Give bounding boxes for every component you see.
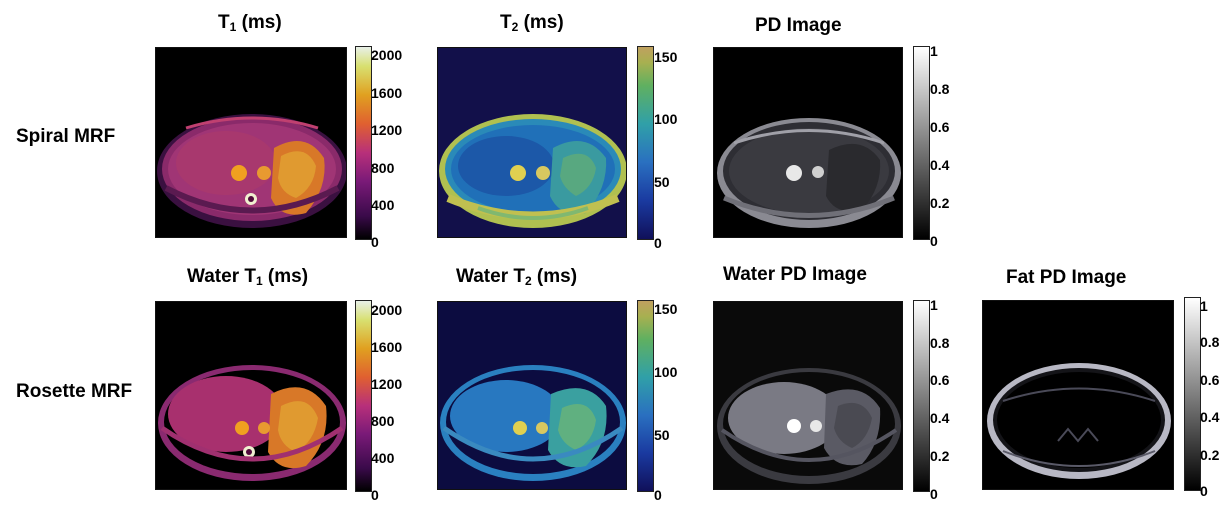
t1-tick-label: 800 (371, 413, 395, 429)
pd-tick-label: 0.4 (930, 157, 950, 173)
spiral-pd-image (713, 47, 903, 238)
pd-tick-label: 0.6 (1200, 372, 1220, 388)
spiral-t1-map (155, 47, 347, 238)
pd-tick-label: 0 (1200, 483, 1208, 499)
pd-colorbar-fat (1184, 297, 1201, 491)
t2-tick-label: 100 (654, 111, 678, 127)
t1-tick-label: 2000 (371, 302, 403, 318)
rosette-water-t1-map (155, 301, 347, 490)
pd-tick-label: 0 (930, 486, 938, 502)
t2-tick-label: 0 (654, 487, 662, 503)
rosette-water-pd-image (713, 301, 903, 490)
title-t2: T2 (ms) (500, 12, 564, 34)
pd-tick-label: 0.8 (930, 81, 950, 97)
rosette-water-t2-map (437, 301, 627, 490)
t1-colorbar-row1 (355, 46, 372, 240)
title-t1: T1 (ms) (218, 12, 282, 34)
t2-tick-label: 50 (654, 427, 670, 443)
pd-tick-label: 0.4 (930, 410, 950, 426)
t1-tick-label: 1200 (371, 376, 403, 392)
pd-tick-label: 0.2 (930, 448, 950, 464)
pd-tick-label: 0.8 (1200, 334, 1220, 350)
t1-tick-label: 400 (371, 197, 395, 213)
row-label-spiral: Spiral MRF (16, 126, 116, 147)
t1-tick-label: 2000 (371, 47, 403, 63)
t2-colorbar-row1 (637, 46, 654, 240)
pd-tick-label: 1 (1200, 298, 1208, 314)
pd-colorbar-row2 (913, 300, 930, 492)
title-water-t1: Water T1 (ms) (187, 266, 309, 288)
pd-tick-label: 0.8 (930, 335, 950, 351)
title-water-t2: Water T2 (ms) (456, 266, 578, 288)
t2-tick-label: 100 (654, 364, 678, 380)
t2-tick-label: 0 (654, 235, 662, 251)
t2-tick-label: 50 (654, 174, 670, 190)
pd-tick-label: 0.2 (930, 195, 950, 211)
pd-tick-label: 1 (930, 297, 938, 313)
t1-tick-label: 1600 (371, 85, 403, 101)
pd-tick-label: 0.2 (1200, 447, 1220, 463)
t1-tick-label: 1200 (371, 122, 403, 138)
title-fat-pd: Fat PD Image (1006, 267, 1127, 288)
rosette-fat-pd-image (982, 300, 1174, 490)
t2-tick-label: 150 (654, 49, 678, 65)
t1-colorbar-row2 (355, 300, 372, 492)
pd-tick-label: 0 (930, 233, 938, 249)
pd-tick-label: 0.4 (1200, 409, 1220, 425)
t1-tick-label: 800 (371, 160, 395, 176)
pd-colorbar-row1 (913, 46, 930, 240)
t2-colorbar-row2 (637, 300, 654, 492)
t1-tick-label: 1600 (371, 339, 403, 355)
t1-tick-label: 0 (371, 487, 379, 503)
t1-tick-label: 400 (371, 450, 395, 466)
title-pd: PD Image (755, 15, 842, 36)
title-water-pd: Water PD Image (723, 264, 867, 285)
pd-tick-label: 0.6 (930, 372, 950, 388)
row-label-rosette: Rosette MRF (16, 381, 133, 402)
pd-tick-label: 0.6 (930, 119, 950, 135)
pd-tick-label: 1 (930, 43, 938, 59)
t2-tick-label: 150 (654, 301, 678, 317)
t1-tick-label: 0 (371, 234, 379, 250)
spiral-t2-map (437, 47, 627, 238)
